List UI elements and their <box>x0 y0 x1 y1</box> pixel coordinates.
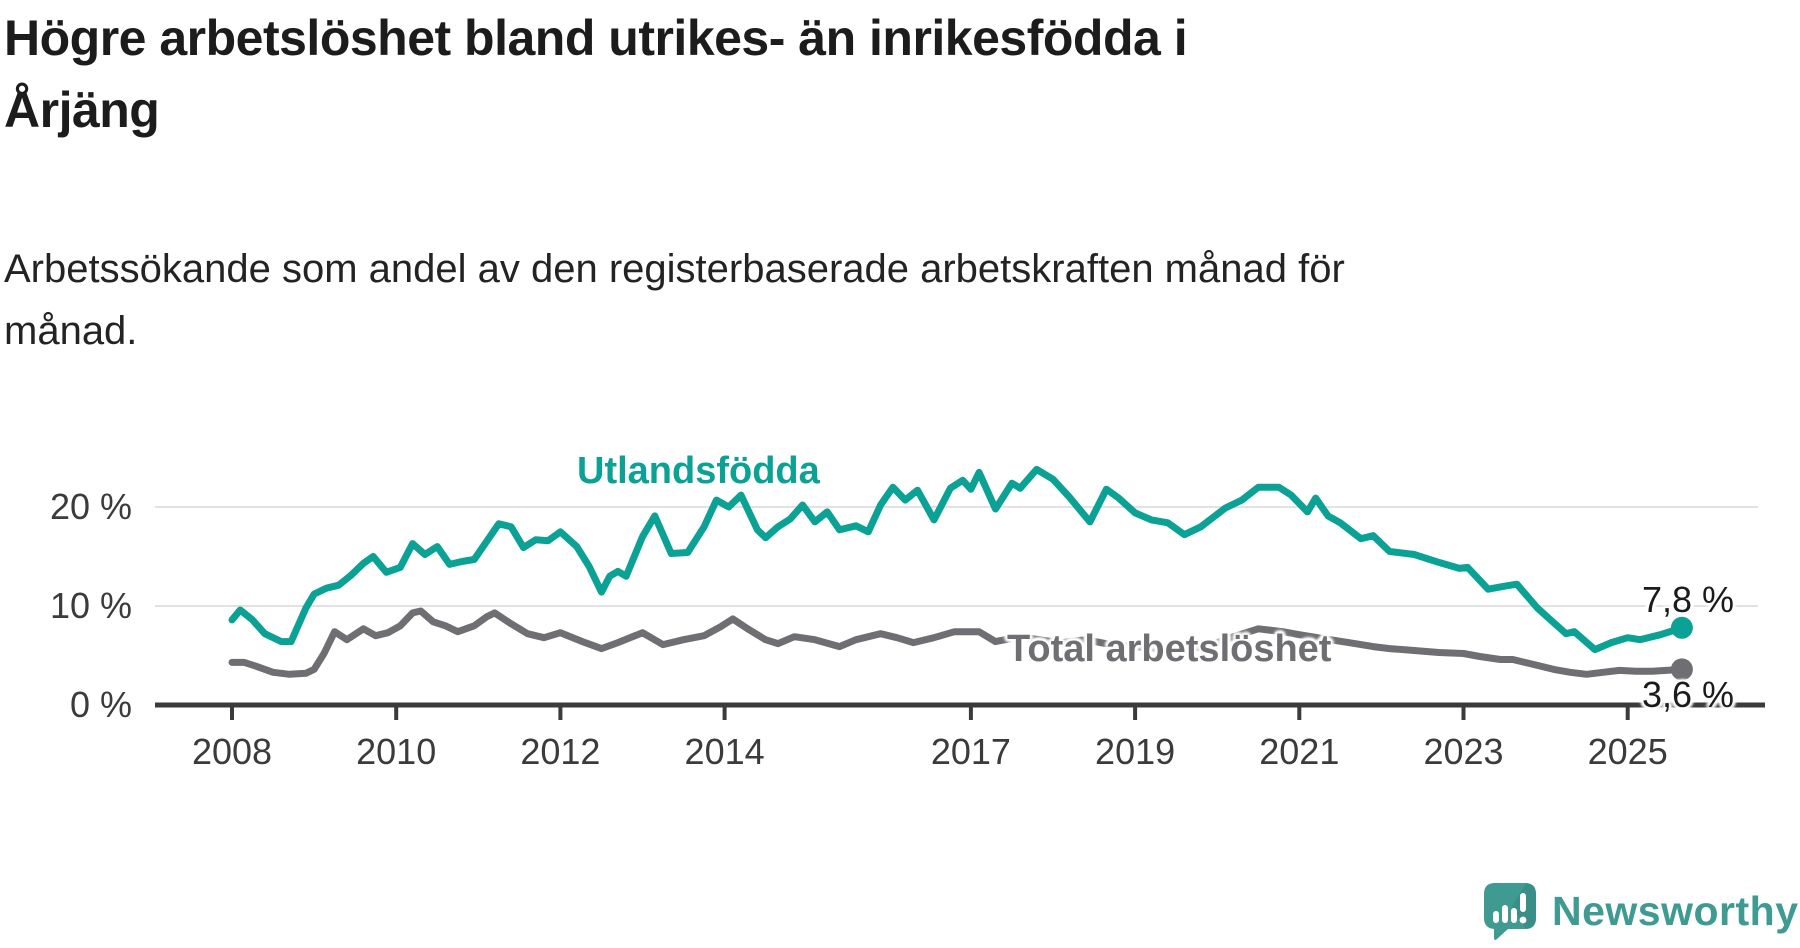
x-axis-label-2012: 2012 <box>520 731 601 772</box>
y-axis-label-10: 10 % <box>49 585 132 626</box>
newsworthy-logo[interactable]: Newsworthy <box>1482 880 1799 942</box>
x-axis-label-2023: 2023 <box>1423 731 1504 772</box>
x-axis-label-2021: 2021 <box>1259 731 1340 772</box>
end-value-label-foreign-born: 7,8 % <box>1642 579 1735 620</box>
end-value-label-total: 3,6 % <box>1642 674 1735 715</box>
x-axis-label-2025: 2025 <box>1587 731 1668 772</box>
series-label-foreign-born: Utlandsfödda <box>577 450 820 492</box>
x-axis-label-2017: 2017 <box>930 731 1011 772</box>
x-axis-label-2008: 2008 <box>191 731 273 772</box>
y-axis-label-0: 0 % <box>69 684 132 725</box>
newsworthy-bar-chart-bubble-icon <box>1484 883 1536 940</box>
page-subtitle: Arbetssökande som andel av den registerb… <box>4 247 1345 353</box>
series-line-total <box>228 607 1686 678</box>
series-line-foreign-born <box>228 465 1686 654</box>
x-axis-label-2014: 2014 <box>684 731 765 772</box>
series-end-dot-foreign-born <box>1670 616 1693 639</box>
x-axis-label-2019: 2019 <box>1095 731 1176 772</box>
page-title: Högre arbetslöshet bland utrikes- än inr… <box>4 10 1188 138</box>
series-label-total: Total arbetslöshet <box>1007 628 1332 670</box>
series-end-dot-total <box>1670 658 1693 681</box>
y-axis-label-20: 20 % <box>49 486 132 527</box>
newsworthy-brand-text: Newsworthy <box>1552 887 1799 934</box>
x-axis-label-2010: 2010 <box>356 731 437 772</box>
